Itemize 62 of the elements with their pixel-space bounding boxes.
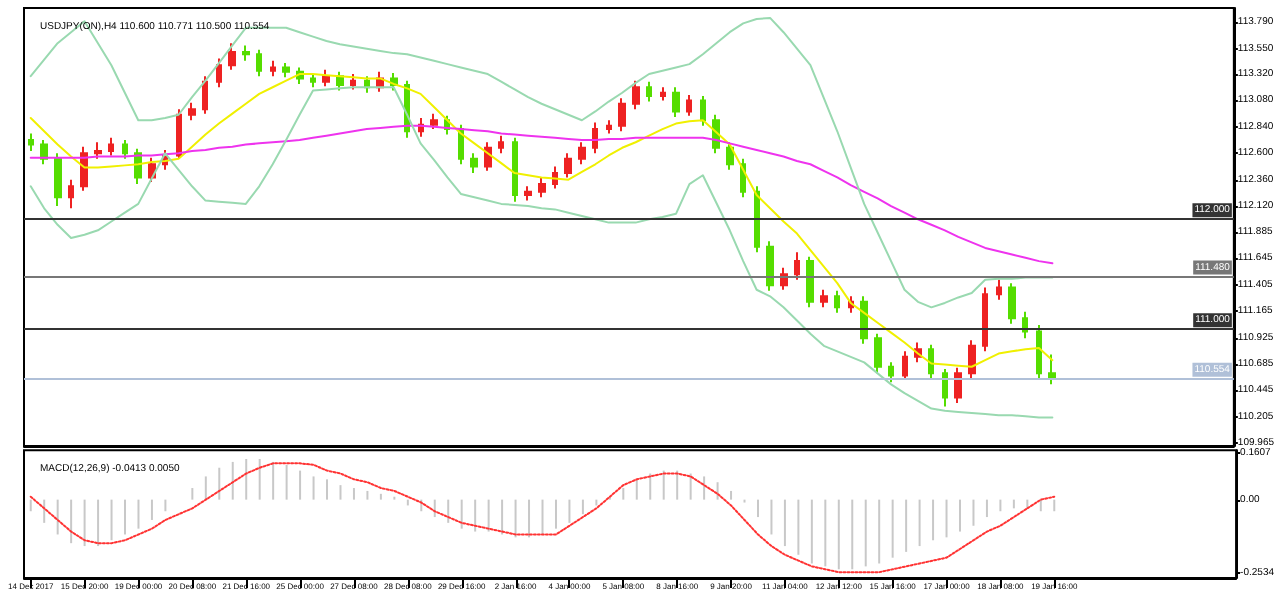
candlestick <box>806 255 814 309</box>
candlestick <box>54 152 62 208</box>
candlestick <box>618 97 626 133</box>
candlestick <box>928 343 934 380</box>
candlestick <box>874 332 882 375</box>
candlestick <box>942 367 948 408</box>
candlestick <box>902 350 908 381</box>
candlestick <box>820 288 828 309</box>
line-series <box>29 86 1054 419</box>
candlestick <box>1022 310 1028 340</box>
candlestick <box>1008 282 1016 325</box>
candlestick <box>322 68 330 88</box>
candlestick <box>646 80 652 103</box>
candlestick <box>512 136 518 203</box>
candlestick <box>470 152 478 175</box>
candlestick <box>28 132 34 153</box>
candlestick <box>888 361 894 384</box>
line-series <box>29 462 1056 574</box>
candlestick <box>632 79 640 111</box>
line-series <box>29 73 1054 368</box>
candlestick <box>968 339 976 380</box>
candlestick <box>578 141 586 166</box>
candlestick <box>996 278 1002 301</box>
candlestick <box>672 86 680 118</box>
candlestick <box>108 136 114 157</box>
candlestick <box>188 101 196 122</box>
candlestick <box>592 121 598 155</box>
candlestick <box>954 366 962 405</box>
candlestick <box>228 42 236 71</box>
candlestick <box>310 73 316 89</box>
candlestick <box>726 141 734 171</box>
candlestick <box>176 108 182 160</box>
candlestick <box>660 86 666 102</box>
candlestick <box>498 134 504 155</box>
candlestick <box>282 62 290 79</box>
candlestick <box>430 112 438 131</box>
candlestick <box>94 141 102 160</box>
candlestick <box>524 185 532 202</box>
candlestick <box>336 70 344 92</box>
candlestick <box>834 289 840 314</box>
candlestick <box>754 185 760 254</box>
candlestick <box>1048 353 1056 386</box>
candlestick <box>564 152 572 179</box>
candlestick <box>794 251 800 281</box>
candlestick <box>982 286 988 353</box>
candlestick <box>1036 323 1042 380</box>
candlestick <box>216 57 222 89</box>
line-series <box>29 16 1054 309</box>
candlestick <box>242 44 250 62</box>
candlestick <box>270 59 276 78</box>
candlestick <box>256 48 262 78</box>
candlestick <box>538 176 546 199</box>
candlestick <box>766 240 774 292</box>
candlestick <box>350 73 356 91</box>
candlestick <box>202 75 208 115</box>
line-series <box>29 124 1054 265</box>
candlestick <box>458 123 464 166</box>
candlestick <box>606 119 612 135</box>
candlestick <box>68 178 74 210</box>
candlestick <box>686 93 692 117</box>
candlestick <box>122 139 128 160</box>
candlestick <box>700 95 706 127</box>
